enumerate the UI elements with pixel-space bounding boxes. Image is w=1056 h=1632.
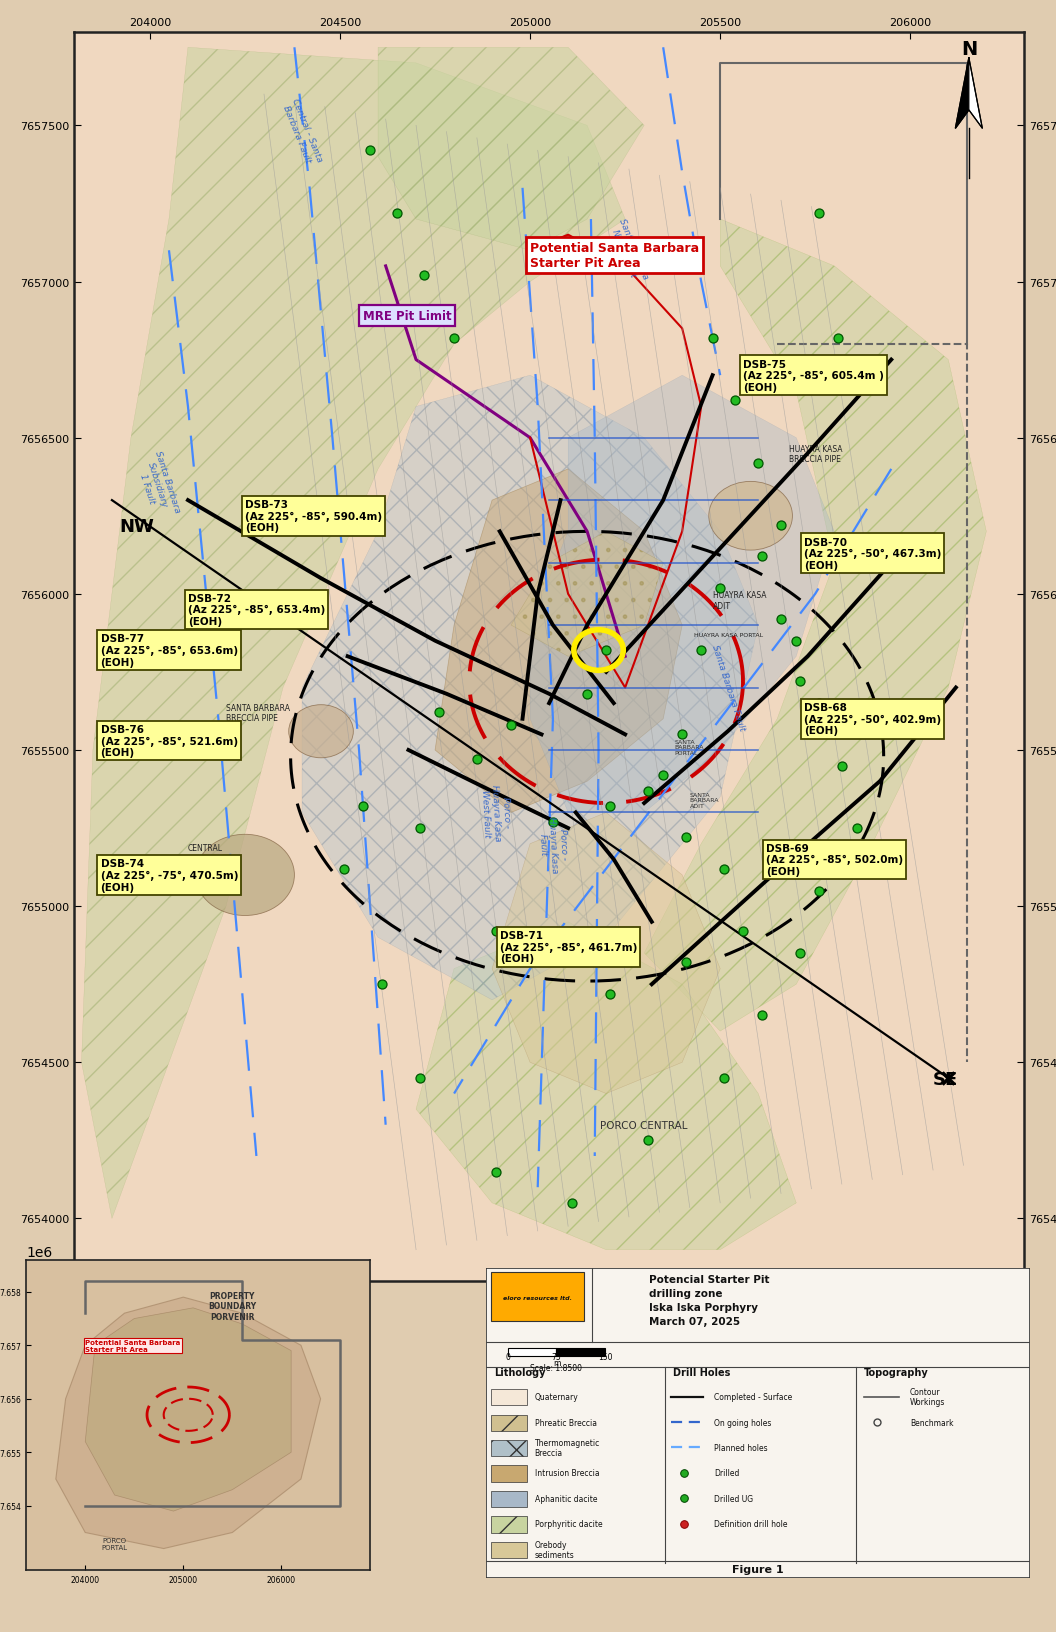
Bar	[491, 1542, 527, 1559]
Bar	[557, 1348, 605, 1356]
Text: Potencial Starter Pit: Potencial Starter Pit	[648, 1275, 770, 1284]
Circle shape	[709, 481, 792, 550]
Text: HUAYRA KASA
BRECCIA PIPE: HUAYRA KASA BRECCIA PIPE	[789, 444, 842, 463]
Text: NW: NW	[119, 517, 154, 535]
Bar	[491, 1466, 527, 1482]
Text: CENTRAL
BRECCIA PIPE: CENTRAL BRECCIA PIPE	[188, 844, 240, 863]
Text: DSB-69
(Az 225°, -85°, 502.0m)
(EOH): DSB-69 (Az 225°, -85°, 502.0m) (EOH)	[766, 844, 903, 876]
Text: Orebody
sediments: Orebody sediments	[534, 1539, 574, 1559]
Text: PROPERTY
BOUNDARY
PORVENIR: PROPERTY BOUNDARY PORVENIR	[208, 1291, 257, 1320]
Text: m: m	[552, 1358, 560, 1368]
Text: March 07, 2025: March 07, 2025	[648, 1315, 740, 1325]
Polygon shape	[378, 49, 644, 251]
Text: Planned holes: Planned holes	[714, 1443, 768, 1452]
Text: On going holes: On going holes	[714, 1418, 772, 1426]
Text: Santa Barbara
North Fault: Santa Barbara North Fault	[608, 217, 650, 284]
Text: Figure 1: Figure 1	[732, 1565, 784, 1575]
Text: Contour
Workings: Contour Workings	[910, 1387, 945, 1407]
Text: 0: 0	[505, 1353, 510, 1361]
Text: DSB-72
(Az 225°, -85°, 653.4m)
(EOH): DSB-72 (Az 225°, -85°, 653.4m) (EOH)	[188, 594, 325, 627]
Text: Phreatic Breccia: Phreatic Breccia	[534, 1418, 597, 1426]
Text: Drilled UG: Drilled UG	[714, 1493, 753, 1503]
Text: DSB-70
(Az 225°, -50°, 467.3m)
(EOH): DSB-70 (Az 225°, -50°, 467.3m) (EOH)	[804, 537, 941, 571]
Text: DSB-75
(Az 225°, -85°, 605.4m )
(EOH): DSB-75 (Az 225°, -85°, 605.4m ) (EOH)	[743, 359, 884, 393]
Text: Drill Holes: Drill Holes	[674, 1368, 731, 1377]
Bar	[491, 1439, 527, 1456]
Bar	[491, 1415, 527, 1431]
Text: Porphyritic dacite: Porphyritic dacite	[534, 1519, 602, 1529]
Text: Definition drill hole: Definition drill hole	[714, 1519, 788, 1529]
Polygon shape	[969, 59, 982, 129]
Polygon shape	[302, 375, 758, 1000]
Text: Potential Santa Barbara
Starter Pit Area: Potential Santa Barbara Starter Pit Area	[86, 1338, 181, 1351]
Text: Thermomagnetic
Breccia: Thermomagnetic Breccia	[534, 1438, 600, 1457]
Text: DSB-74
(Az 225°, -75°, 470.5m)
(EOH): DSB-74 (Az 225°, -75°, 470.5m) (EOH)	[100, 858, 238, 893]
Text: drilling zone: drilling zone	[648, 1288, 722, 1297]
Text: 150: 150	[598, 1353, 612, 1361]
Text: Drilled: Drilled	[714, 1469, 739, 1477]
Text: Santa Barbara
Subsidiary
1 Fault: Santa Barbara Subsidiary 1 Fault	[133, 450, 182, 521]
Text: DSB-76
(Az 225°, -85°, 521.6m)
(EOH): DSB-76 (Az 225°, -85°, 521.6m) (EOH)	[100, 725, 238, 757]
Text: Iska Iska Porphyry: Iska Iska Porphyry	[648, 1302, 758, 1312]
Text: Porco -
Huayra Kasa
Fault: Porco - Huayra Kasa Fault	[536, 814, 569, 873]
Text: Aphanitic dacite: Aphanitic dacite	[534, 1493, 598, 1503]
Text: Porco -
Huayra Kasa
West Fault: Porco - Huayra Kasa West Fault	[479, 783, 512, 842]
Text: Potential Santa Barbara
Starter Pit Area: Potential Santa Barbara Starter Pit Area	[530, 242, 699, 269]
Circle shape	[195, 836, 295, 916]
Text: Topography: Topography	[864, 1368, 928, 1377]
Polygon shape	[416, 922, 796, 1250]
Bar	[491, 1516, 527, 1532]
Text: SE: SE	[934, 1071, 959, 1089]
Text: DSB-71
(Az 225°, -85°, 461.7m)
(EOH): DSB-71 (Az 225°, -85°, 461.7m) (EOH)	[499, 930, 637, 965]
Text: eloro resources ltd.: eloro resources ltd.	[503, 1296, 572, 1301]
Polygon shape	[492, 813, 720, 1093]
Text: PORCO CENTRAL: PORCO CENTRAL	[601, 1120, 687, 1129]
Text: SANTA BARBARA
BRECCIA PIPE: SANTA BARBARA BRECCIA PIPE	[226, 703, 290, 723]
Text: Central - Santa
Barbara Fault: Central - Santa Barbara Fault	[280, 98, 324, 168]
Polygon shape	[956, 59, 969, 129]
Text: HUAYRA KASA
ADIT: HUAYRA KASA ADIT	[713, 591, 766, 610]
Polygon shape	[644, 220, 986, 1031]
Text: DSB-68
(Az 225°, -50°, 402.9m)
(EOH): DSB-68 (Az 225°, -50°, 402.9m) (EOH)	[804, 703, 941, 736]
Text: HUAYRA KASA PORTAL: HUAYRA KASA PORTAL	[694, 633, 762, 638]
Bar	[491, 1273, 584, 1320]
Text: Quaternary: Quaternary	[534, 1392, 579, 1402]
Text: N: N	[961, 41, 977, 59]
Polygon shape	[511, 532, 663, 656]
Circle shape	[288, 705, 354, 759]
Text: MRE Pit Limit: MRE Pit Limit	[363, 310, 452, 323]
Text: Lithology: Lithology	[494, 1368, 545, 1377]
Text: DSB-77
(Az 225°, -85°, 653.6m)
(EOH): DSB-77 (Az 225°, -85°, 653.6m) (EOH)	[100, 633, 238, 667]
Text: PORCO
PORTAL: PORCO PORTAL	[101, 1537, 128, 1550]
Polygon shape	[81, 49, 625, 1219]
Polygon shape	[435, 470, 682, 813]
Text: Santa Barbara Fault: Santa Barbara Fault	[710, 645, 746, 733]
Text: DSB-73
(Az 225°, -85°, 590.4m)
(EOH): DSB-73 (Az 225°, -85°, 590.4m) (EOH)	[245, 499, 382, 534]
Polygon shape	[56, 1297, 321, 1549]
Bar	[508, 1348, 557, 1356]
Text: SANTA
BARBARA
PORTAL: SANTA BARBARA PORTAL	[675, 739, 704, 756]
Text: Intrusion Breccia: Intrusion Breccia	[534, 1469, 600, 1477]
Text: SANTA
BARBARA
ADIT: SANTA BARBARA ADIT	[690, 792, 719, 809]
Text: 75: 75	[551, 1353, 562, 1361]
Text: Benchmark: Benchmark	[910, 1418, 954, 1426]
Polygon shape	[530, 375, 834, 813]
Text: Completed - Surface: Completed - Surface	[714, 1392, 792, 1402]
Polygon shape	[86, 1307, 291, 1511]
Text: Scale: 1:8500: Scale: 1:8500	[530, 1363, 583, 1373]
Bar	[491, 1389, 527, 1405]
Bar	[491, 1492, 527, 1506]
